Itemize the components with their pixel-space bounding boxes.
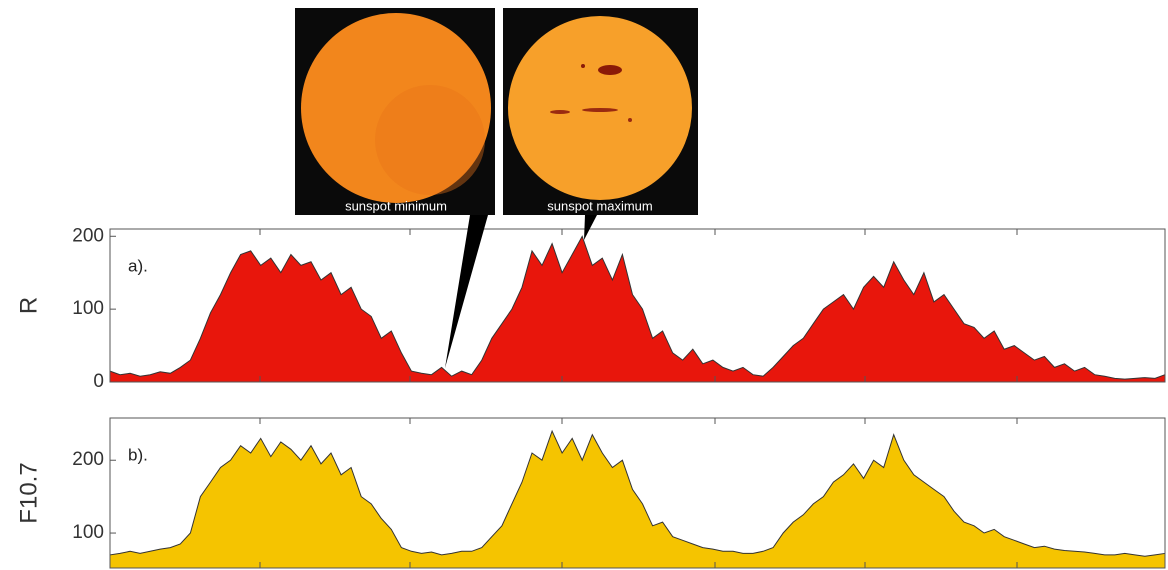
image-caption: sunspot minimum bbox=[345, 198, 447, 213]
pointer bbox=[584, 215, 597, 240]
panel-label: a). bbox=[128, 256, 148, 275]
panel-label: b). bbox=[128, 445, 148, 464]
area bbox=[110, 236, 1165, 382]
y-tick-label: 200 bbox=[72, 449, 104, 470]
figure: 0 100 200 Ra). 100 200 F10.7 b). sunspot minimu… bbox=[0, 0, 1168, 570]
y-tick-label: 100 bbox=[72, 298, 104, 319]
sun-image-minimum: sunspot minimum bbox=[295, 8, 495, 215]
area bbox=[110, 431, 1165, 568]
y-tick-label: 0 bbox=[93, 371, 104, 392]
sun-image-maximum: sunspot maximum bbox=[503, 8, 698, 215]
y-tick-label: 200 bbox=[72, 225, 104, 246]
y-axis-label: F10.7 bbox=[15, 462, 42, 523]
y-axis-label: R bbox=[15, 297, 42, 314]
y-tick-label: 100 bbox=[72, 522, 104, 543]
image-caption: sunspot maximum bbox=[547, 198, 652, 213]
pointer bbox=[445, 215, 488, 368]
